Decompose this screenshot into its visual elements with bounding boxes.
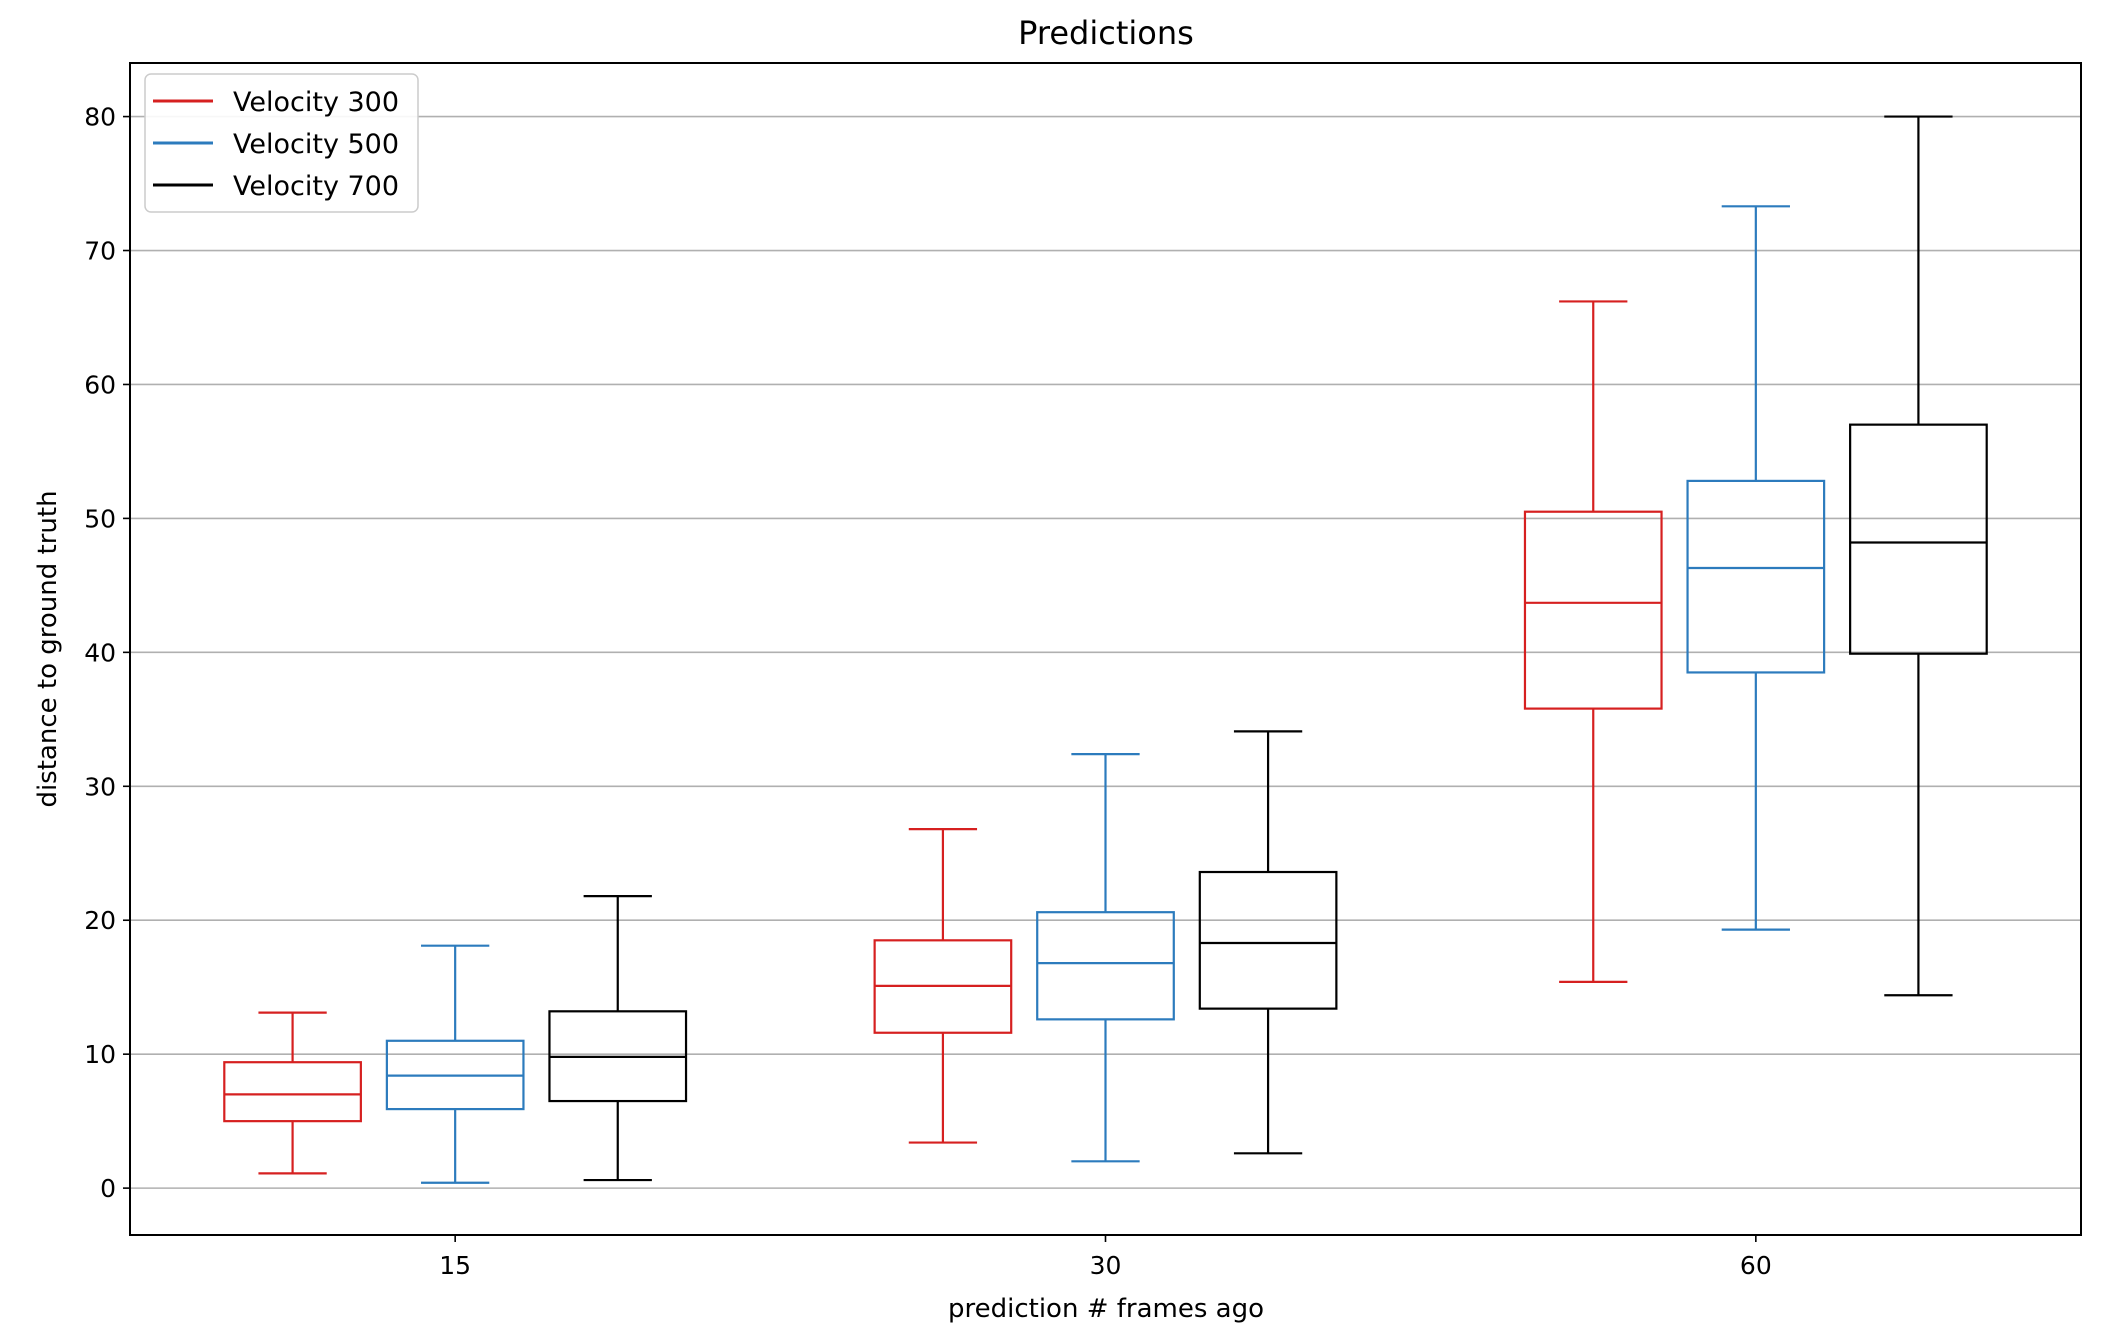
iqr-box [1036,911,1175,1021]
box-velocity-700-60 [1849,115,1988,997]
y-tick-label: 20 [84,906,116,935]
chart-title: Predictions [1018,14,1194,52]
iqr-box [1686,479,1826,674]
box-velocity-500-30 [1036,753,1175,1163]
iqr-box [1198,870,1338,1010]
x-tick-label: 30 [1090,1251,1122,1280]
box-velocity-700-15 [548,895,688,1182]
x-axis-label: prediction # frames ago [948,1294,1264,1324]
y-axis-ticks: 0 10 20 30 40 50 60 70 80 [84,103,130,1203]
iqr-box [1849,423,1988,655]
y-tick-label: 40 [84,638,116,667]
iqr-box [223,1061,362,1123]
legend-items: Velocity 300 Velocity 500 Velocity 700 [153,87,399,202]
legend-label: Velocity 700 [233,171,399,202]
y-axis-label: distance to ground truth [33,490,63,807]
legend-label: Velocity 300 [233,87,399,118]
box-velocity-500-15 [385,944,525,1184]
boxes [223,115,1988,1184]
box-velocity-500-60 [1686,205,1826,931]
x-tick-label: 60 [1740,1251,1772,1280]
y-tick-label: 60 [84,370,116,399]
box-velocity-300-60 [1523,300,1663,983]
legend-frame [144,73,419,213]
legend-label: Velocity 500 [233,129,399,160]
box-velocity-300-30 [873,828,1013,1144]
x-axis-ticks: 15 30 60 [439,1235,1772,1280]
box-velocity-300-15 [223,1011,362,1175]
grid-lines [130,115,2081,1189]
y-tick-label: 10 [84,1040,116,1069]
y-tick-label: 80 [84,103,116,132]
y-tick-label: 30 [84,772,116,801]
legend: Velocity 300 Velocity 500 Velocity 700 [144,73,419,213]
box-velocity-700-30 [1198,730,1338,1155]
x-tick-label: 15 [439,1251,471,1280]
y-tick-label: 0 [100,1174,116,1203]
y-tick-label: 50 [84,504,116,533]
iqr-box [1523,510,1663,710]
y-tick-label: 70 [84,237,116,266]
